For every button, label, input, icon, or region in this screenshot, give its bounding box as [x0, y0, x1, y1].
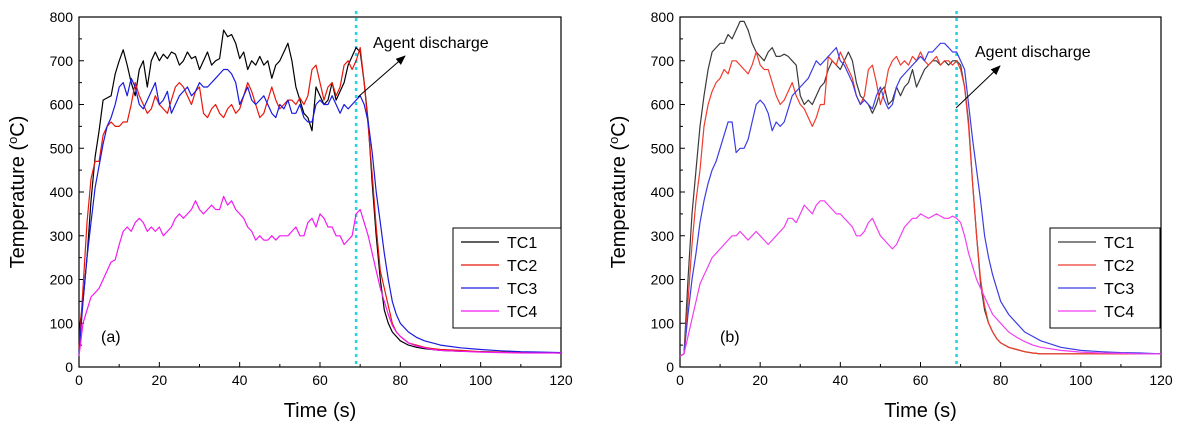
y-tick-label: 200 [50, 272, 74, 288]
y-tick-label: 500 [651, 140, 675, 156]
annotation-text: Agent discharge [975, 44, 1091, 61]
x-tick-label: 0 [676, 372, 684, 388]
series-line-tc4 [679, 200, 1161, 357]
x-tick-label: 40 [833, 372, 849, 388]
y-tick-label: 0 [65, 359, 73, 375]
y-tick-label: 200 [651, 272, 675, 288]
x-tick-label: 20 [752, 372, 768, 388]
x-tick-label: 60 [312, 372, 328, 388]
y-tick-label: 100 [651, 315, 675, 331]
panel-label: (b) [720, 329, 740, 346]
annotation-arrow [955, 65, 1001, 109]
y-tick-label: 300 [50, 228, 74, 244]
y-tick-label: 800 [651, 9, 675, 25]
y-tick-label: 400 [50, 184, 74, 200]
series-line-tc3 [78, 68, 562, 354]
series-line-tc2 [78, 46, 562, 354]
x-tick-label: 40 [232, 372, 248, 388]
y-tick-label: 300 [651, 228, 675, 244]
y-tick-label: 0 [666, 359, 674, 375]
y-tick-label: 400 [651, 184, 675, 200]
x-tick-label: 60 [913, 372, 929, 388]
panel-label: (a) [101, 329, 121, 346]
legend-label-tc1: TC1 [1104, 235, 1134, 252]
chart-panel-a: 0 100 200 300 400 500 600 700 800 0 20 40 60 80 100 120… [5, 9, 573, 422]
x-tick-label: 80 [993, 372, 1009, 388]
y-tick-label: 600 [50, 97, 74, 113]
y-tick-label: 700 [50, 53, 74, 69]
series-line-tc3 [679, 42, 1162, 357]
annotation-text: Agent discharge [373, 35, 489, 52]
x-tick-label: 20 [152, 372, 168, 388]
legend-label-tc2: TC2 [1104, 258, 1134, 275]
series-line-tc4 [78, 195, 561, 357]
x-tick-label: 100 [469, 372, 493, 388]
x-tick-label: 100 [1069, 372, 1093, 388]
y-tick-label: 100 [50, 315, 74, 331]
x-axis-label: Time (s) [284, 400, 357, 422]
annotation-arrow [357, 55, 406, 98]
legend-label-tc2: TC2 [507, 258, 537, 275]
legend-label-tc4: TC4 [507, 304, 537, 321]
x-tick-label: 120 [1149, 372, 1173, 388]
x-tick-label: 0 [75, 372, 83, 388]
y-tick-label: 800 [50, 9, 74, 25]
y-axis-label: Temperature (oC) [5, 116, 29, 269]
x-axis-label: Time (s) [884, 400, 957, 422]
legend-label-tc4: TC4 [1104, 304, 1134, 321]
y-tick-label: 700 [651, 53, 675, 69]
y-tick-label: 600 [651, 97, 675, 113]
chart-panel-b: 0 100 200 300 400 500 600 700 800 0 20 40 60 80 100 120… [606, 9, 1173, 422]
y-tick-label: 500 [50, 140, 74, 156]
series-line-tc2 [679, 51, 1161, 357]
legend-label-tc3: TC3 [507, 281, 537, 298]
x-tick-label: 80 [393, 372, 409, 388]
x-tick-label: 120 [549, 372, 573, 388]
y-axis-label: Temperature (oC) [606, 116, 630, 269]
series-line-tc1 [679, 20, 1161, 357]
series-line-tc1 [78, 29, 562, 354]
legend-label-tc3: TC3 [1104, 281, 1134, 298]
legend-label-tc1: TC1 [507, 235, 537, 252]
